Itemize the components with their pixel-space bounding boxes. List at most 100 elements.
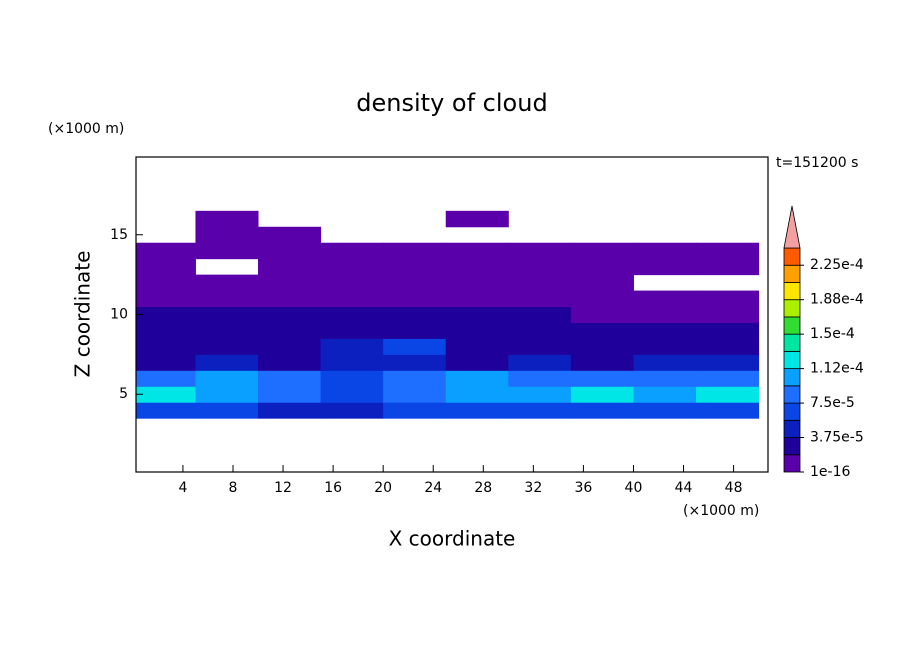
field-cell [258,338,322,355]
field-cell [383,354,447,371]
field-cell [570,258,634,276]
field-cell [195,354,259,371]
field-cell [696,258,760,276]
field-cell [195,386,259,403]
field-cell [383,242,447,260]
field-cell [320,258,384,276]
field-cell [258,290,322,308]
field-cell [633,290,697,308]
field-cell [508,386,572,403]
field-cell [445,354,509,371]
x-tick-label: 44 [675,480,693,496]
field-cell [195,370,259,387]
field-cell [445,402,509,419]
field-cell [445,322,509,339]
field-cell [696,242,760,260]
field-cell [508,370,572,387]
y-tick-label: 10 [110,307,128,323]
colorbar-box [783,247,801,266]
field-cell [696,354,760,371]
field-cell [696,370,760,387]
field-cell [136,370,196,387]
field-cell [258,242,322,260]
field-cell [570,274,634,292]
field-cell [258,354,322,371]
field-cell [383,338,447,355]
field-cell [445,258,509,276]
field-cell [383,258,447,276]
field-cell [633,386,697,403]
colorbar-label: 1.5e-4 [810,326,855,342]
field-cell [195,274,259,292]
field-cell [445,242,509,260]
field-cell [195,210,259,228]
field-cell [696,322,760,339]
field-cell [136,354,196,371]
x-tick-label: 48 [725,480,743,496]
field-cell [508,242,572,260]
field-cell [320,370,384,387]
x-tick-label: 16 [324,480,342,496]
y-axis-label: Z coordinate [71,251,95,378]
x-tick-label: 12 [274,480,292,496]
field-cell [633,338,697,355]
x-tick-label: 4 [178,480,187,496]
field-cell [258,306,322,323]
field-cell [258,258,322,276]
field-cell [633,242,697,260]
field-cell [195,290,259,308]
field-cell [633,322,697,339]
colorbar-box [783,299,801,318]
field-cell [570,290,634,308]
field-cell [696,306,760,323]
field-cell [258,370,322,387]
field-cell [570,242,634,260]
colorbar-label: 1e-16 [810,464,850,480]
colorbar-box [783,402,801,421]
field-cell [570,306,634,323]
field-cell [383,322,447,339]
field-cell [633,370,697,387]
field-cell [383,306,447,323]
field-cell [508,306,572,323]
field-cell [508,290,572,308]
field-cell [445,338,509,355]
colorbar-box [783,454,801,473]
field-cell [195,226,259,244]
field-cell [320,290,384,308]
field-cell [383,370,447,387]
field-cell [320,306,384,323]
field-cell [320,402,384,419]
colorbar-box [783,282,801,301]
x-unit: (×1000 m) [683,503,759,519]
field-cell [258,322,322,339]
field-cell [570,338,634,355]
field-cell [508,274,572,292]
field-cell [570,370,634,387]
field-cell [570,402,634,419]
field-cell [383,290,447,308]
field-cell [136,242,196,260]
field-cell [508,338,572,355]
axes: 4 8 12 16 20 24 28 32 36 40 44 48510151e-163.75e-57… [110,156,864,496]
field-cell [445,306,509,323]
y-tick-label: 15 [110,227,128,243]
colorbar-box [783,437,801,456]
field-cell [445,290,509,308]
time-label: t=151200 s [776,155,858,171]
field-cell [320,242,384,260]
colorbar-extend [783,205,801,249]
field-cell [633,402,697,419]
field-cell [136,290,196,308]
colorbar-label: 3.75e-5 [810,430,864,446]
colorbar-box [783,419,801,438]
field-cell [696,386,760,403]
colorbar-label: 1.88e-4 [810,292,864,308]
field-cell [136,338,196,355]
field-cell [258,226,322,244]
field-cell [320,354,384,371]
x-tick-label: 32 [524,480,542,496]
field-cell [508,354,572,371]
field-cell [195,322,259,339]
